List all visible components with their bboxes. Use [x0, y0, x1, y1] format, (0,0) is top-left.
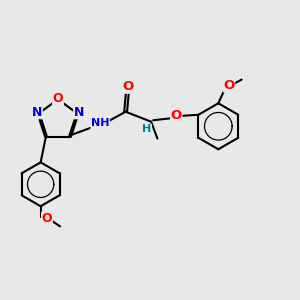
Text: O: O	[223, 79, 235, 92]
Text: N: N	[32, 106, 42, 119]
Text: NH: NH	[91, 118, 110, 128]
Text: O: O	[53, 92, 63, 105]
Text: N: N	[74, 106, 84, 119]
Text: H: H	[142, 124, 152, 134]
Text: O: O	[42, 212, 52, 225]
Text: O: O	[171, 109, 182, 122]
Text: O: O	[122, 80, 134, 93]
